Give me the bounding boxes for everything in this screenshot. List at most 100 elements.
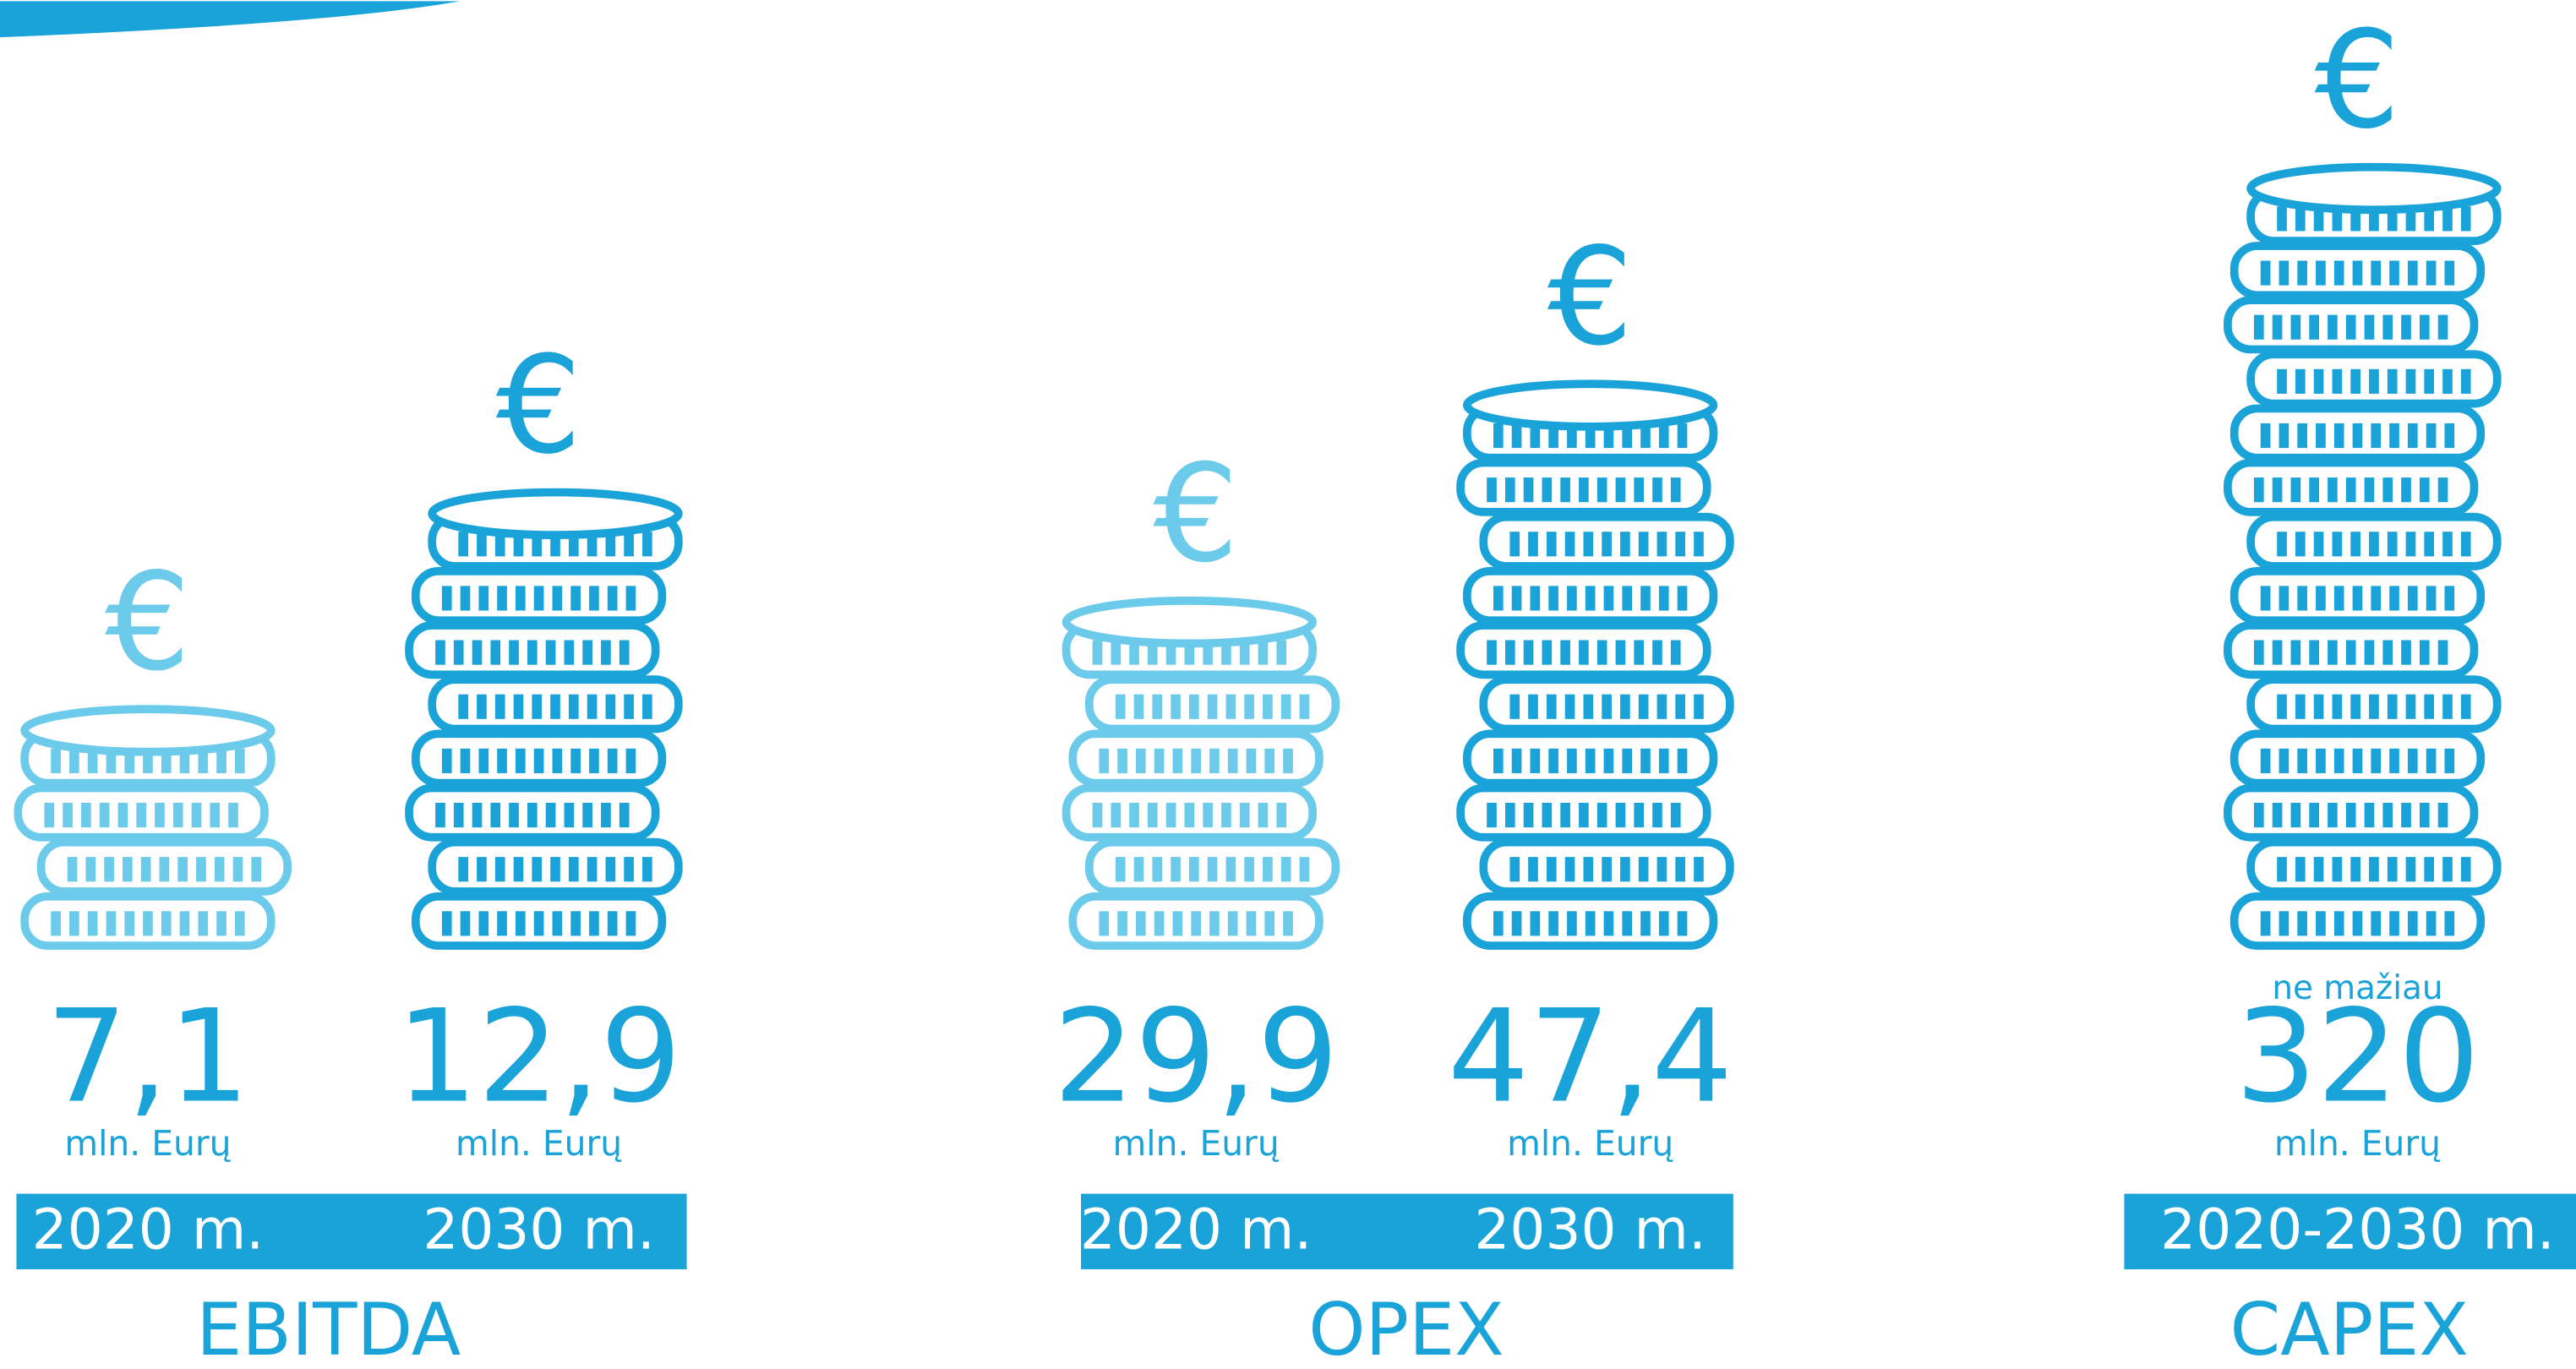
coin-tick <box>1165 640 1176 665</box>
coin <box>1479 512 1734 570</box>
coin-tick <box>2405 694 2416 719</box>
coin-tick <box>1603 748 1614 773</box>
coin-tick <box>2290 640 2301 665</box>
coin-tick <box>2332 206 2343 232</box>
coin-tick <box>2254 802 2264 828</box>
coin-tick <box>1209 748 1220 773</box>
coin-tick <box>2332 368 2343 394</box>
coin-tick <box>1677 423 1688 449</box>
coin <box>1062 597 1318 679</box>
coin-tick <box>251 857 262 882</box>
coin-tick <box>2389 423 2399 449</box>
coin-tick <box>234 911 245 936</box>
coin-tick <box>2389 748 2399 773</box>
coin-tick <box>1117 911 1127 936</box>
coin-tick <box>1602 532 1612 557</box>
coin <box>2229 892 2486 950</box>
coin-tick <box>2352 911 2363 936</box>
coin-tick <box>198 911 209 936</box>
coin-tick <box>1523 640 1534 665</box>
coin <box>2224 296 2479 354</box>
coin-tick <box>453 640 464 665</box>
coin-tick <box>497 911 507 936</box>
coin-tick <box>2426 911 2437 936</box>
coin-tick <box>624 532 634 557</box>
coin-tick <box>1239 802 1250 828</box>
coin-tick <box>1165 802 1176 828</box>
coin-tick <box>143 911 153 936</box>
coin-tick <box>1154 748 1165 773</box>
coin-tick <box>1203 802 1213 828</box>
coin-tick <box>2419 477 2430 503</box>
coin-tick <box>87 911 98 936</box>
coin-tick <box>2405 368 2416 394</box>
coin-tick <box>2419 802 2430 828</box>
coin-tick <box>509 802 519 828</box>
coin-tick <box>1246 911 1257 936</box>
coin-tick <box>472 640 483 665</box>
value: 47,4 <box>1448 981 1733 1131</box>
coin-tick <box>2382 314 2393 340</box>
unit: mln. Eurų <box>64 1123 231 1164</box>
coin-tick <box>1487 640 1497 665</box>
coin-tick <box>179 911 190 936</box>
period-band <box>2124 1193 2576 1270</box>
period-band <box>16 1193 687 1270</box>
coin-tick <box>509 640 519 665</box>
coin-tick <box>2407 260 2418 286</box>
coin-tick <box>472 802 483 828</box>
coin-tick <box>1283 911 1293 936</box>
coin-tick <box>589 748 599 773</box>
coin <box>2246 837 2502 896</box>
coin-tick <box>1548 586 1558 611</box>
coin-tick <box>1585 748 1596 773</box>
coin-tick <box>564 640 575 665</box>
coin-tick <box>2328 314 2338 340</box>
coin-tick <box>1622 586 1633 611</box>
coin-tick <box>1263 694 1273 719</box>
coin-tick <box>513 694 524 719</box>
coin-tick <box>477 532 487 557</box>
coin <box>2229 242 2486 300</box>
coin-tick <box>532 694 543 719</box>
coin-tick <box>2426 586 2437 611</box>
coin-tick <box>1530 586 1541 611</box>
coin-tick <box>2297 586 2307 611</box>
coin-tick <box>2309 314 2319 340</box>
coin-tick <box>1640 911 1651 936</box>
coin-tick <box>2350 532 2360 557</box>
coin-tick <box>568 532 579 557</box>
coin-tick <box>1184 640 1195 665</box>
coin-tick <box>2389 911 2399 936</box>
coin-tick <box>1656 857 1667 882</box>
coin-tick <box>2442 206 2453 232</box>
coin <box>1463 892 1718 950</box>
coin-tick <box>1188 857 1199 882</box>
coin-tick <box>552 586 563 611</box>
coin-tick <box>1225 857 1236 882</box>
coin-tick <box>1546 857 1557 882</box>
coin-tick <box>2277 857 2287 882</box>
coin-tick <box>2297 911 2307 936</box>
coin-tick <box>2332 532 2343 557</box>
coin-tick <box>2295 532 2306 557</box>
coin-tick <box>1620 694 1630 719</box>
coin-tick <box>2260 260 2271 286</box>
coin-face <box>2246 162 2502 215</box>
coin-tick <box>460 911 471 936</box>
coin-tick <box>1652 640 1662 665</box>
coin <box>1463 379 1718 462</box>
coin-tick <box>515 748 526 773</box>
coin-tick <box>1585 423 1596 449</box>
coin <box>2224 621 2479 679</box>
coin-tick <box>1560 802 1570 828</box>
coin-tick <box>2345 802 2356 828</box>
coin-tick <box>2424 206 2435 232</box>
coin-tick <box>642 857 652 882</box>
coin-tick <box>179 748 190 773</box>
coin-tick <box>624 694 634 719</box>
coin-tick <box>1111 640 1122 665</box>
coin-tick <box>2309 640 2319 665</box>
coin-tick <box>63 802 73 828</box>
coin <box>2246 162 2502 246</box>
